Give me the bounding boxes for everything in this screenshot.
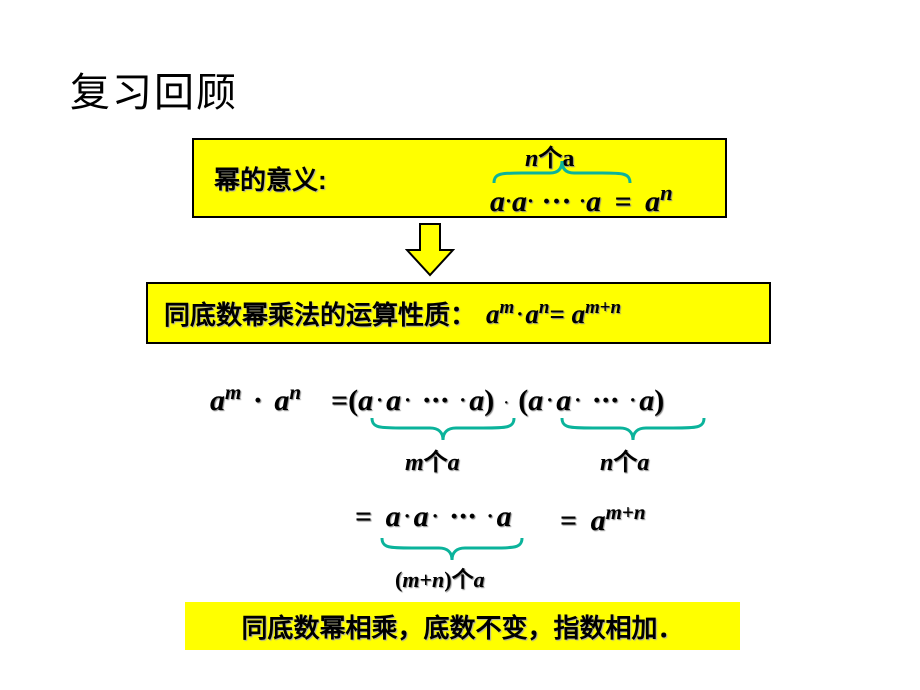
conclusion-box: 同底数幂相乘，底数不变，指数相加．: [185, 602, 740, 650]
rhs: an: [645, 185, 673, 218]
rule-formula: am·an= am+n: [486, 297, 621, 330]
eq-sign: =: [615, 185, 632, 218]
paren: (: [518, 384, 528, 417]
meaning-label: 幂的意义:: [214, 160, 327, 197]
result-expression: = am+n: [560, 500, 646, 538]
eq-sign-3: =: [355, 500, 372, 533]
mult-dot: ·: [504, 395, 509, 411]
rule-label: 同底数幂乘法的运算性质：: [164, 295, 476, 332]
rule-box: 同底数幂乘法的运算性质： am·an= am+n: [146, 282, 771, 344]
brace-mn-icon: [378, 536, 526, 562]
paren: (: [348, 384, 358, 417]
mn-count-label: (m+n)个a: [395, 562, 485, 594]
power-expression: a·a· ··· ·a = an: [490, 180, 673, 219]
group-mn: a·a· ··· ·a: [386, 500, 512, 533]
brace-m-icon: [368, 416, 518, 442]
conclusion-text: 同底数幂相乘，底数不变，指数相加．: [241, 608, 683, 645]
m-count-label: m个a: [405, 442, 460, 477]
group-n: a·a· ··· ·a: [528, 384, 654, 417]
paren: ): [654, 384, 664, 417]
group-m: a·a· ··· ·a: [358, 384, 484, 417]
expansion-line-1: am · an =(a·a· ··· ·a) · (a·a· ··· ·a): [210, 380, 664, 418]
brace-n-icon: [558, 416, 708, 442]
lhs-am-an: am · an: [210, 384, 301, 417]
paren: ): [484, 384, 494, 417]
arrow-down-icon: [405, 222, 455, 277]
eq-sign-2: =: [331, 384, 348, 417]
expansion-line-2: = a·a· ··· ·a: [355, 500, 512, 534]
lhs: a·a· ··· ·a: [490, 185, 601, 218]
n-count-label-2: n个a: [600, 442, 649, 477]
page-title: 复习回顾: [70, 60, 238, 118]
